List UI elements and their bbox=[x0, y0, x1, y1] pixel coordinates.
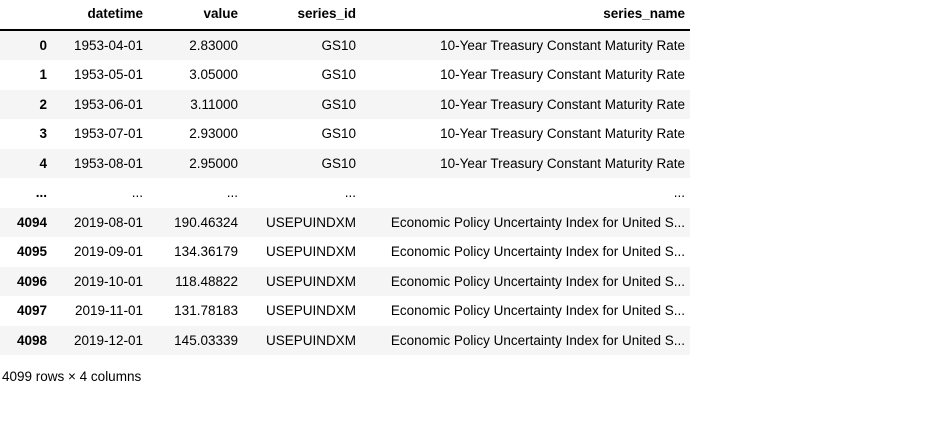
table-row: 4094 2019-08-01 190.46324 USEPUINDXM Eco… bbox=[0, 207, 690, 238]
cell-value: 3.05000 bbox=[148, 60, 243, 90]
cell-series-name: Economic Policy Uncertainty Index for Un… bbox=[361, 296, 690, 326]
table-row: 1 1953-05-01 3.05000 GS10 10-Year Treasu… bbox=[0, 60, 690, 90]
cell-series-name: Economic Policy Uncertainty Index for Un… bbox=[361, 325, 690, 356]
row-index: 4098 bbox=[0, 325, 52, 356]
cell-series-id: USEPUINDXM bbox=[243, 237, 361, 267]
row-index: 4095 bbox=[0, 237, 52, 267]
cell-series-id: GS10 bbox=[243, 148, 361, 179]
cell-series-name: 10-Year Treasury Constant Maturity Rate bbox=[361, 148, 690, 179]
cell-series-name: 10-Year Treasury Constant Maturity Rate bbox=[361, 89, 690, 120]
cell-datetime: 2019-09-01 bbox=[52, 237, 148, 267]
cell-series-id: GS10 bbox=[243, 60, 361, 90]
cell-series-id: GS10 bbox=[243, 119, 361, 149]
dataframe-table: datetime value series_id series_name 0 1… bbox=[0, 0, 690, 356]
table-row: 3 1953-07-01 2.93000 GS10 10-Year Treasu… bbox=[0, 119, 690, 149]
row-index: 3 bbox=[0, 119, 52, 149]
column-header-series-id: series_id bbox=[243, 0, 361, 31]
table-row: 2 1953-06-01 3.11000 GS10 10-Year Treasu… bbox=[0, 89, 690, 120]
header-row: datetime value series_id series_name bbox=[0, 0, 690, 31]
column-header-index bbox=[0, 0, 52, 31]
row-index: 1 bbox=[0, 60, 52, 90]
cell-series-name: Economic Policy Uncertainty Index for Un… bbox=[361, 266, 690, 297]
dataframe-shape-caption: 4099 rows × 4 columns bbox=[2, 369, 142, 385]
table-row: 4 1953-08-01 2.95000 GS10 10-Year Treasu… bbox=[0, 148, 690, 179]
table-row: 0 1953-04-01 2.83000 GS10 10-Year Treasu… bbox=[0, 29, 690, 61]
cell-series-name-ellipsis: ... bbox=[361, 178, 690, 208]
cell-series-name: Economic Policy Uncertainty Index for Un… bbox=[361, 237, 690, 267]
cell-datetime-ellipsis: ... bbox=[52, 178, 148, 208]
table-row-truncation: ... ... ... ... ... bbox=[0, 178, 690, 208]
cell-series-name: 10-Year Treasury Constant Maturity Rate bbox=[361, 29, 690, 61]
table-row: 4097 2019-11-01 131.78183 USEPUINDXM Eco… bbox=[0, 296, 690, 326]
cell-value: 134.36179 bbox=[148, 237, 243, 267]
cell-value: 2.95000 bbox=[148, 148, 243, 179]
column-header-value: value bbox=[148, 0, 243, 31]
row-index: 0 bbox=[0, 29, 52, 61]
table-header: datetime value series_id series_name bbox=[0, 0, 690, 31]
cell-datetime: 2019-10-01 bbox=[52, 266, 148, 297]
cell-series-id: USEPUINDXM bbox=[243, 266, 361, 297]
table-row: 4098 2019-12-01 145.03339 USEPUINDXM Eco… bbox=[0, 325, 690, 356]
cell-series-id: USEPUINDXM bbox=[243, 207, 361, 238]
table-row: 4096 2019-10-01 118.48822 USEPUINDXM Eco… bbox=[0, 266, 690, 297]
cell-series-id: USEPUINDXM bbox=[243, 325, 361, 356]
cell-value: 131.78183 bbox=[148, 296, 243, 326]
row-index: 4 bbox=[0, 148, 52, 179]
row-index: 2 bbox=[0, 89, 52, 120]
cell-datetime: 2019-11-01 bbox=[52, 296, 148, 326]
cell-series-id-ellipsis: ... bbox=[243, 178, 361, 208]
cell-series-name: Economic Policy Uncertainty Index for Un… bbox=[361, 207, 690, 238]
cell-datetime: 1953-07-01 bbox=[52, 119, 148, 149]
cell-series-id: USEPUINDXM bbox=[243, 296, 361, 326]
cell-datetime: 1953-04-01 bbox=[52, 29, 148, 61]
cell-series-name: 10-Year Treasury Constant Maturity Rate bbox=[361, 60, 690, 90]
cell-value: 118.48822 bbox=[148, 266, 243, 297]
cell-value: 145.03339 bbox=[148, 325, 243, 356]
row-index: 4094 bbox=[0, 207, 52, 238]
cell-value: 2.93000 bbox=[148, 119, 243, 149]
column-header-series-name: series_name bbox=[361, 0, 690, 31]
row-index: 4097 bbox=[0, 296, 52, 326]
cell-datetime: 1953-06-01 bbox=[52, 89, 148, 120]
cell-value: 2.83000 bbox=[148, 29, 243, 61]
cell-series-id: GS10 bbox=[243, 89, 361, 120]
cell-value-ellipsis: ... bbox=[148, 178, 243, 208]
cell-datetime: 1953-08-01 bbox=[52, 148, 148, 179]
cell-value: 190.46324 bbox=[148, 207, 243, 238]
cell-datetime: 1953-05-01 bbox=[52, 60, 148, 90]
row-index-ellipsis: ... bbox=[0, 178, 52, 208]
cell-datetime: 2019-12-01 bbox=[52, 325, 148, 356]
cell-series-id: GS10 bbox=[243, 29, 361, 61]
row-index: 4096 bbox=[0, 266, 52, 297]
cell-datetime: 2019-08-01 bbox=[52, 207, 148, 238]
column-header-datetime: datetime bbox=[52, 0, 148, 31]
cell-value: 3.11000 bbox=[148, 89, 243, 120]
cell-series-name: 10-Year Treasury Constant Maturity Rate bbox=[361, 119, 690, 149]
table-body: 0 1953-04-01 2.83000 GS10 10-Year Treasu… bbox=[0, 29, 690, 356]
table-row: 4095 2019-09-01 134.36179 USEPUINDXM Eco… bbox=[0, 237, 690, 267]
